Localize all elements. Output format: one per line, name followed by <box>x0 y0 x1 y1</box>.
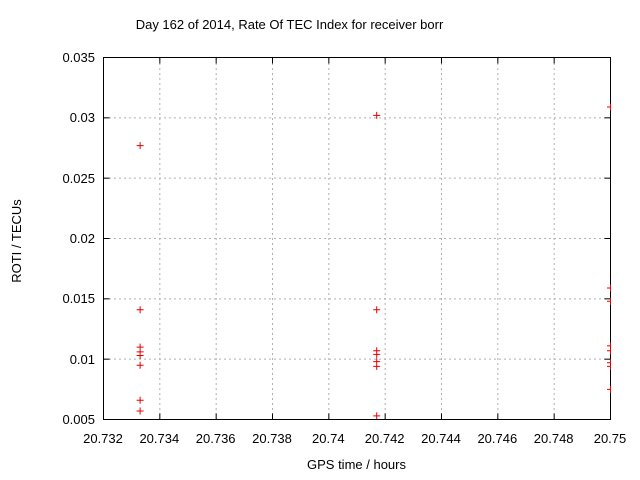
y-tick-label: 0.015 <box>62 291 95 307</box>
x-tick-label: 20.734 <box>139 431 180 446</box>
y-tick-label: 0.005 <box>62 412 95 427</box>
x-axis-label: GPS time / hours <box>307 457 406 472</box>
x-tick-label: 20.746 <box>477 431 518 446</box>
chart-title: Day 162 of 2014, Rate Of TEC Index for r… <box>135 17 444 32</box>
y-tick-label: 0.025 <box>62 170 95 186</box>
plot-border <box>103 57 611 420</box>
x-tick-label: 20.74 <box>312 431 345 446</box>
x-tick-label: 20.732 <box>83 431 123 446</box>
plot-area <box>103 57 611 420</box>
data-point-markers <box>136 103 611 420</box>
y-tick-label: 0.01 <box>69 351 95 367</box>
y-tick-label: 0.035 <box>62 50 95 65</box>
x-tick-label: 20.742 <box>364 431 405 446</box>
y-tick-label: 0.03 <box>69 110 95 126</box>
y-tick-label: 0.02 <box>69 231 95 246</box>
x-tick-label: 20.75 <box>593 431 627 446</box>
x-tick-label: 20.744 <box>421 431 461 446</box>
y-axis-label: ROTI / TECUs <box>9 199 24 283</box>
x-tick-label: 20.748 <box>533 431 574 446</box>
x-tick-label: 20.738 <box>252 431 292 446</box>
x-tick-label: 20.736 <box>195 431 236 446</box>
